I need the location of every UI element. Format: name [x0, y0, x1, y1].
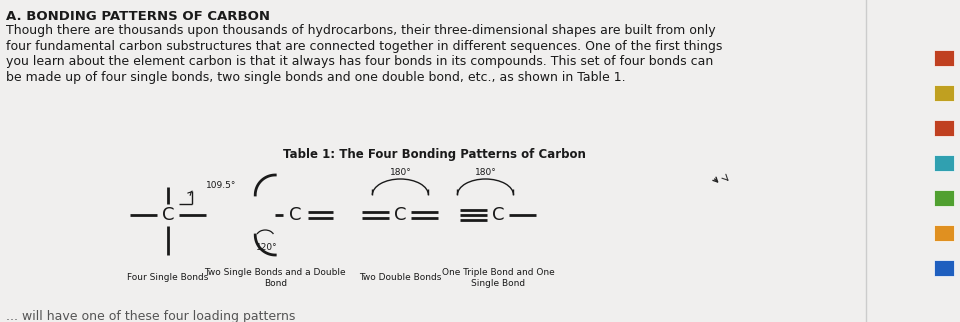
Text: four fundamental carbon substructures that are connected together in different s: four fundamental carbon substructures th…: [6, 40, 722, 52]
Text: be made up of four single bonds, two single bonds and one double bond, etc., as : be made up of four single bonds, two sin…: [6, 71, 626, 83]
Text: 180°: 180°: [474, 167, 496, 176]
FancyBboxPatch shape: [934, 260, 954, 276]
Text: Two Double Bonds: Two Double Bonds: [359, 273, 442, 282]
FancyBboxPatch shape: [934, 85, 954, 101]
Text: Four Single Bonds: Four Single Bonds: [128, 273, 209, 282]
FancyBboxPatch shape: [934, 50, 954, 66]
Text: One Triple Bond and One
Single Bond: One Triple Bond and One Single Bond: [443, 268, 555, 288]
Text: Though there are thousands upon thousands of hydrocarbons, their three-dimension: Though there are thousands upon thousand…: [6, 24, 715, 37]
Text: 180°: 180°: [390, 167, 411, 176]
Text: 109.5°: 109.5°: [206, 181, 236, 190]
Text: Table 1: The Four Bonding Patterns of Carbon: Table 1: The Four Bonding Patterns of Ca…: [283, 148, 586, 161]
Text: C: C: [492, 206, 505, 224]
Text: C: C: [289, 206, 301, 224]
Text: ... will have one of these four loading patterns: ... will have one of these four loading …: [6, 310, 296, 322]
Text: C: C: [395, 206, 407, 224]
FancyBboxPatch shape: [934, 190, 954, 206]
FancyBboxPatch shape: [934, 225, 954, 241]
Text: you learn about the element carbon is that it always has four bonds in its compo: you learn about the element carbon is th…: [6, 55, 713, 68]
Text: Two Single Bonds and a Double
Bond: Two Single Bonds and a Double Bond: [204, 268, 346, 288]
Text: A. BONDING PATTERNS OF CARBON: A. BONDING PATTERNS OF CARBON: [6, 10, 270, 23]
FancyBboxPatch shape: [934, 155, 954, 171]
Text: 120°: 120°: [256, 242, 278, 251]
Text: C: C: [162, 206, 175, 224]
FancyBboxPatch shape: [934, 120, 954, 136]
